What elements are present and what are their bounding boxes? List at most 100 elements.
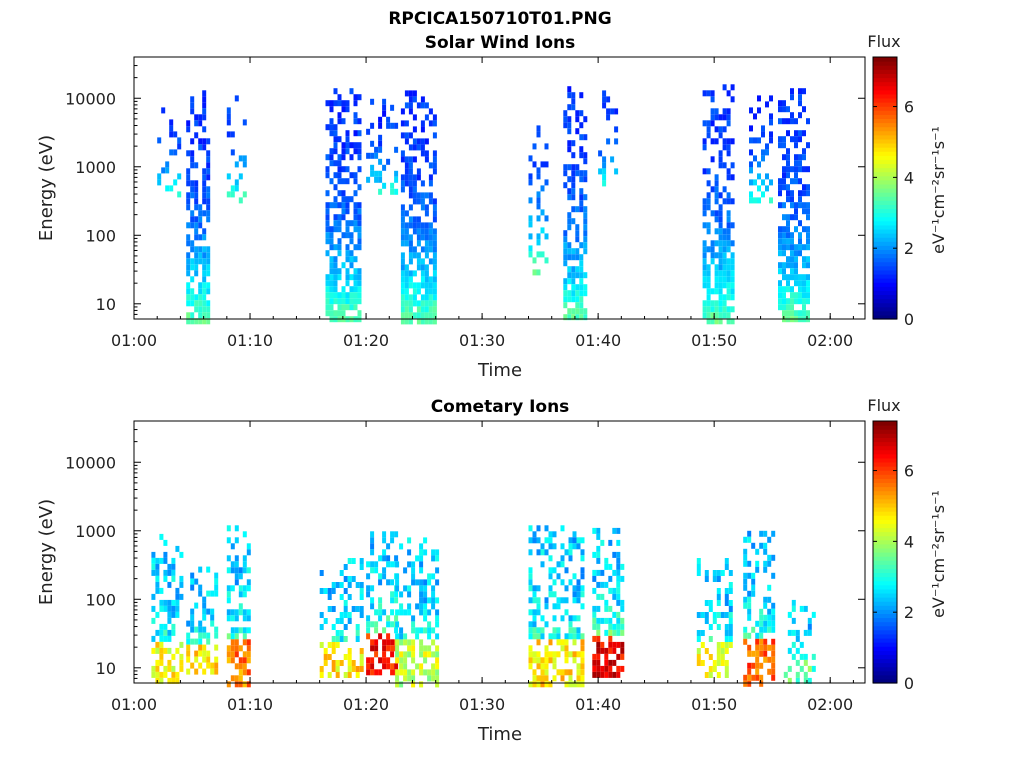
heatmap-cell: [548, 639, 553, 646]
heatmap-cell: [357, 166, 362, 173]
heatmap-cell: [399, 633, 404, 640]
heatmap-cell: [563, 278, 568, 285]
heatmap-cell: [194, 650, 199, 657]
heatmap-cell: [612, 611, 617, 618]
heatmap-cell: [214, 668, 219, 675]
heatmap-cell: [404, 294, 409, 301]
heatmap-cell: [720, 654, 725, 660]
heatmap-cell: [536, 603, 541, 610]
colorbar-segment: [873, 142, 897, 148]
heatmap-cell: [186, 222, 191, 229]
heatmap-cell: [761, 155, 765, 162]
heatmap-cell: [386, 621, 391, 628]
heatmap-cell: [331, 606, 336, 612]
heatmap-cell: [580, 633, 585, 640]
heatmap-cell: [186, 204, 191, 211]
heatmap-cell: [563, 116, 568, 123]
heatmap-cell: [411, 579, 416, 586]
heatmap-cell: [708, 624, 713, 630]
heatmap-cell: [234, 179, 239, 186]
heatmap-cell: [428, 300, 433, 307]
heatmap-cell: [560, 615, 565, 622]
heatmap-cell: [329, 178, 334, 185]
colorbar-segment: [873, 163, 897, 169]
heatmap-cell: [226, 131, 231, 138]
heatmap-cell: [544, 603, 549, 610]
heatmap-cell: [337, 136, 342, 143]
heatmap-cell: [202, 614, 207, 621]
heatmap-cell: [568, 627, 573, 634]
heatmap-cell: [175, 545, 180, 552]
heatmap-cell: [794, 166, 798, 173]
heatmap-cell: [794, 118, 798, 125]
heatmap-cell: [420, 126, 425, 133]
heatmap-cell: [790, 292, 794, 299]
heatmap-cell: [355, 636, 360, 642]
heatmap-cell: [726, 240, 731, 247]
heatmap-cell: [583, 194, 588, 201]
heatmap-cell: [226, 657, 231, 664]
heatmap-cell: [412, 156, 417, 163]
heatmap-cell: [325, 202, 330, 209]
heatmap-cell: [163, 665, 168, 672]
heatmap-cell: [186, 192, 191, 199]
heatmap-cell: [177, 191, 182, 198]
heatmap-cell: [560, 525, 565, 532]
heatmap-cell: [359, 582, 364, 588]
heatmap-cell: [186, 180, 191, 187]
heatmap-cell: [234, 561, 239, 568]
heatmap-cell: [161, 167, 166, 174]
heatmap-cell: [706, 318, 711, 325]
heatmap-cell: [382, 531, 387, 538]
heatmap-cell: [366, 663, 371, 670]
heatmap-cell: [596, 641, 601, 648]
heatmap-cell: [400, 270, 405, 277]
x-tick-label: 01:00: [111, 331, 157, 350]
heatmap-cell: [427, 609, 432, 616]
heatmap-cell: [230, 131, 235, 138]
heatmap-cell: [374, 152, 379, 159]
heatmap-cell: [420, 318, 425, 325]
heatmap-cell: [716, 654, 721, 660]
heatmap-cell: [206, 638, 211, 645]
heatmap-cell: [572, 651, 577, 658]
heatmap-cell: [390, 639, 395, 646]
heatmap-cell: [382, 549, 387, 556]
heatmap-cell: [407, 603, 412, 610]
heatmap-cell: [337, 238, 342, 245]
heatmap-cell: [349, 172, 354, 179]
heatmap-cell: [424, 204, 429, 211]
y-tick-label: 100: [85, 590, 116, 609]
heatmap-cell: [202, 650, 207, 657]
heatmap-cell: [730, 276, 735, 283]
heatmap-cell: [608, 629, 613, 636]
heatmap-cell: [575, 224, 580, 231]
heatmap-cell: [730, 270, 735, 277]
heatmap-cell: [329, 304, 334, 311]
heatmap-cell: [778, 304, 782, 311]
heatmap-cell: [432, 276, 437, 283]
heatmap-cell: [206, 150, 211, 157]
heatmap-cell: [747, 608, 752, 615]
heatmap-cell: [712, 576, 717, 582]
heatmap-cell: [794, 154, 798, 161]
heatmap-cell: [769, 119, 773, 126]
heatmap-cell: [341, 262, 346, 269]
heatmap-cell: [161, 107, 166, 114]
heatmap-cell: [575, 116, 580, 123]
heatmap-cell: [378, 146, 383, 153]
heatmap-cell: [353, 304, 358, 311]
colorbar-segment: [873, 130, 897, 136]
heatmap-cell: [718, 228, 723, 235]
heatmap-cell: [378, 615, 383, 622]
heatmap-cell: [246, 567, 251, 574]
heatmap-cell: [399, 591, 404, 598]
heatmap-cell: [419, 627, 424, 634]
heatmap-cell: [333, 142, 338, 149]
heatmap-cell: [528, 179, 533, 186]
x-tick-label: 01:00: [111, 695, 157, 714]
x-tick-label: 01:10: [227, 695, 273, 714]
heatmap-cell: [544, 645, 549, 652]
heatmap-cell: [370, 140, 375, 147]
heatmap-cell: [325, 154, 330, 161]
